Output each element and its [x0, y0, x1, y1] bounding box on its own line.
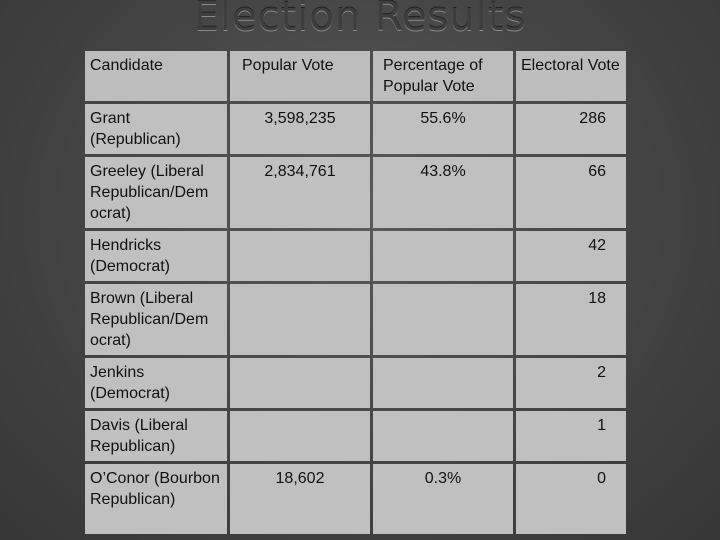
table-row: Davis (Liberal Republican) 1: [85, 411, 626, 461]
cell-candidate: Brown (Liberal Republican/Dem ocrat): [85, 284, 227, 355]
table-row: Grant (Republican) 3,598,235 55.6% 286: [85, 104, 626, 154]
table-row: O’Conor (Bourbon Republican) 18,602 0.3%…: [85, 464, 626, 534]
page-title: Election Results: [193, 0, 527, 40]
cell-electoral-vote: 18: [516, 284, 626, 355]
cell-percentage: 43.8%: [373, 157, 513, 228]
cell-electoral-vote: 1: [516, 411, 626, 461]
table-row: Jenkins (Democrat) 2: [85, 358, 626, 408]
results-table: Candidate Popular Vote Percentage of Pop…: [82, 48, 629, 537]
cell-electoral-vote: 2: [516, 358, 626, 408]
cell-electoral-vote: 66: [516, 157, 626, 228]
cell-popular-vote: 3,598,235: [230, 104, 370, 154]
cell-popular-vote: 18,602: [230, 464, 370, 534]
cell-popular-vote: 2,834,761: [230, 157, 370, 228]
header-percentage: Percentage of Popular Vote: [373, 51, 513, 101]
cell-electoral-vote: 42: [516, 231, 626, 281]
cell-percentage: [373, 411, 513, 461]
header-candidate: Candidate: [85, 51, 227, 101]
cell-popular-vote: [230, 231, 370, 281]
table-row: Hendricks (Democrat) 42: [85, 231, 626, 281]
cell-percentage: 0.3%: [373, 464, 513, 534]
cell-candidate: Davis (Liberal Republican): [85, 411, 227, 461]
cell-electoral-vote: 286: [516, 104, 626, 154]
cell-electoral-vote: 0: [516, 464, 626, 534]
cell-candidate: Grant (Republican): [85, 104, 227, 154]
cell-percentage: [373, 231, 513, 281]
cell-popular-vote: [230, 358, 370, 408]
header-popular-vote: Popular Vote: [230, 51, 370, 101]
cell-candidate: O’Conor (Bourbon Republican): [85, 464, 227, 534]
table-row: Brown (Liberal Republican/Dem ocrat) 18: [85, 284, 626, 355]
table-row: Greeley (Liberal Republican/Dem ocrat) 2…: [85, 157, 626, 228]
cell-popular-vote: [230, 411, 370, 461]
header-row: Candidate Popular Vote Percentage of Pop…: [85, 51, 626, 101]
cell-percentage: [373, 284, 513, 355]
cell-candidate: Jenkins (Democrat): [85, 358, 227, 408]
cell-percentage: 55.6%: [373, 104, 513, 154]
cell-candidate: Greeley (Liberal Republican/Dem ocrat): [85, 157, 227, 228]
cell-percentage: [373, 358, 513, 408]
header-electoral-vote: Electoral Vote: [516, 51, 626, 101]
cell-candidate: Hendricks (Democrat): [85, 231, 227, 281]
cell-popular-vote: [230, 284, 370, 355]
